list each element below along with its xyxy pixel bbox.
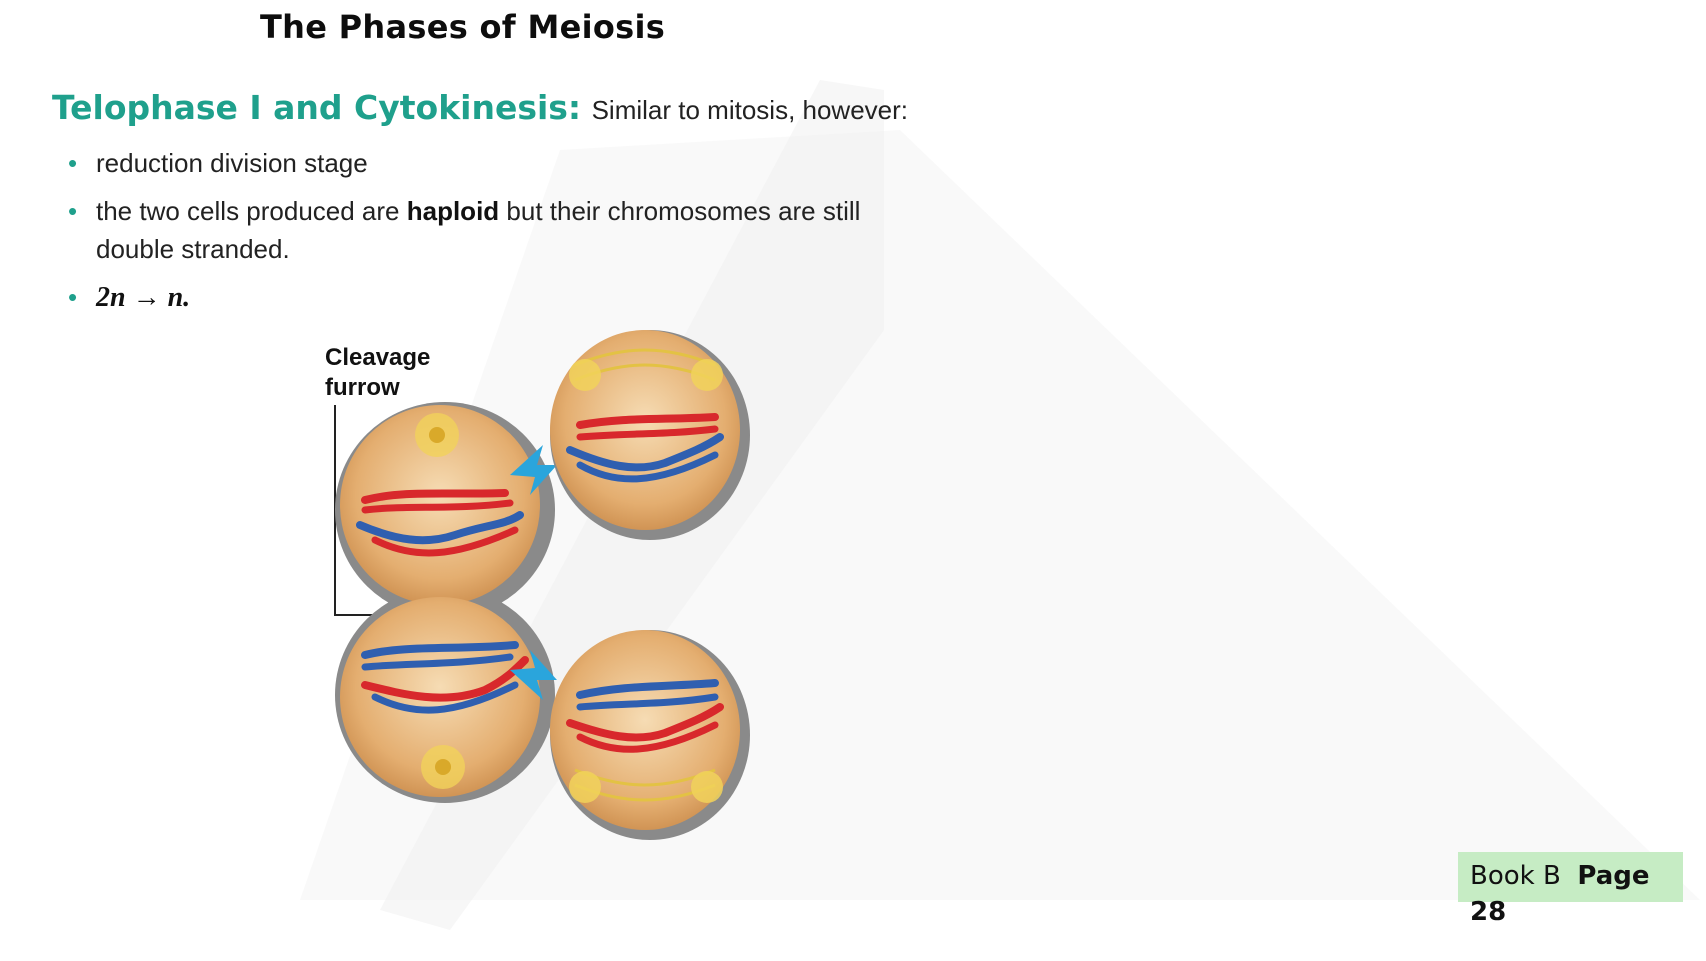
cleavage-label-line2: furrow	[325, 374, 400, 401]
list-item: • the two cells produced are haploid but…	[68, 192, 888, 268]
centrosome-icon	[569, 359, 601, 391]
centrosome-icon	[415, 413, 459, 457]
heading-description: Similar to mitosis, however:	[591, 95, 909, 125]
bullet-dot-icon: •	[68, 196, 78, 226]
heading-term: Telophase I and Cytokinesis:	[52, 88, 582, 127]
bullet-dot-icon: •	[68, 282, 78, 312]
bullet-list: • reduction division stage • the two cel…	[68, 144, 888, 327]
page-reference-highlight	[1458, 852, 1683, 902]
bullet-text-part: the two cells produced are	[96, 196, 407, 226]
daughter-cell-top	[550, 330, 750, 540]
arrow-up-right-icon	[510, 445, 557, 495]
bullet-emphasis: haploid	[406, 196, 500, 226]
arrow-down-right-icon	[510, 650, 557, 700]
section-heading: Telophase I and Cytokinesis: Similar to …	[52, 88, 908, 132]
page-title: The Phases of Meiosis	[260, 8, 666, 46]
daughter-cell-bottom	[550, 630, 750, 840]
content-panel: Telophase I and Cytokinesis: Similar to …	[46, 88, 908, 328]
page-reference: Book B Page 28	[1470, 858, 1706, 930]
page-number: 28	[1470, 897, 1507, 927]
centrosome-icon	[421, 745, 465, 789]
book-label: Book B	[1470, 861, 1561, 891]
bullet-text-part: but their chromosomes are still double s…	[96, 196, 861, 264]
list-item: • 2n → n.	[68, 278, 888, 317]
centrosome-icon	[691, 359, 723, 391]
dividing-cell	[335, 402, 555, 803]
centrosome-icon	[691, 771, 723, 803]
label-leader-line	[334, 405, 375, 616]
ploidy-formula: 2n → n.	[96, 282, 191, 313]
bullet-text: reduction division stage	[96, 148, 368, 178]
cleavage-label-line1: Cleavage	[325, 344, 430, 371]
centrosome-icon	[569, 771, 601, 803]
list-item: • reduction division stage	[68, 144, 888, 182]
telophase-illustration: Cleavage furrow	[325, 330, 750, 840]
bullet-dot-icon: •	[68, 148, 78, 178]
page-label: Page	[1577, 861, 1650, 891]
telophase-figure: Cleavage furrow	[305, 325, 825, 905]
